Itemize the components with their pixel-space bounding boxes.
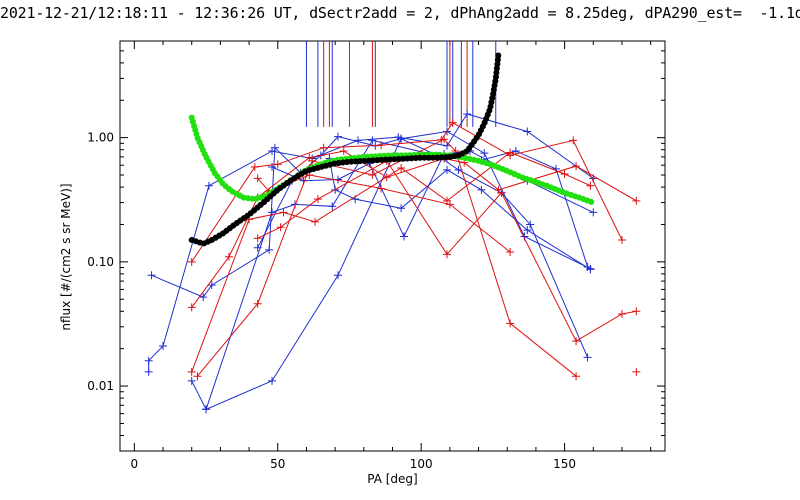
data-point-blue — [552, 164, 560, 173]
data-point-red — [193, 372, 202, 381]
data-point-red — [225, 252, 233, 261]
data-point-blue — [144, 356, 153, 365]
data-point-blue — [187, 376, 196, 385]
data-point-red — [377, 184, 386, 193]
data-point-blue — [526, 220, 535, 229]
data-point-blue — [397, 204, 406, 213]
data-point-blue — [147, 271, 156, 280]
series-line-red-12 — [257, 174, 511, 253]
series-line-red-8 — [191, 150, 637, 308]
data-point-red — [253, 299, 262, 308]
data-point-red — [276, 223, 285, 232]
chart-title: 2021-12-21/12:18:11 - 12:36:26 UT, dSect… — [0, 4, 800, 22]
data-point-blue — [334, 132, 342, 141]
data-point-red — [506, 248, 515, 257]
x-tick-label: 50 — [270, 457, 285, 471]
data-point-red — [617, 235, 626, 244]
series-line-red-10 — [191, 151, 591, 373]
data-point-red — [632, 367, 641, 376]
data-point-blue — [202, 405, 211, 414]
data-point-red — [253, 234, 262, 243]
data-point-blue — [589, 208, 598, 217]
data-point-blue — [268, 376, 277, 385]
data-point-blue — [477, 185, 486, 194]
x-tick-label: 100 — [410, 457, 433, 471]
data-point-blue — [253, 243, 262, 252]
data-point-blue — [265, 245, 274, 254]
data-point-blue — [443, 165, 451, 174]
data-point-blue — [354, 136, 363, 145]
series-line-blue-3 — [191, 130, 591, 410]
data-point-blue — [480, 149, 489, 158]
data-point-blue — [523, 226, 532, 235]
data-point-blue — [334, 271, 342, 280]
x-axis-label: PA [deg] — [367, 472, 418, 486]
data-point-red — [443, 250, 451, 259]
y-tick-label: 0.10 — [87, 255, 114, 269]
data-point-blue — [463, 110, 472, 119]
x-tick-label: 0 — [131, 457, 139, 471]
data-point-red — [308, 156, 317, 165]
series-line-blue-2 — [148, 113, 594, 372]
data-point-red — [506, 148, 515, 157]
data-point-blue — [207, 281, 216, 290]
data-point-blue — [399, 232, 408, 241]
data-point-blue — [368, 136, 377, 145]
data-point-blue — [443, 141, 451, 150]
data-point-red — [632, 196, 641, 205]
data-point-blue — [328, 202, 337, 211]
data-point-blue — [583, 353, 592, 362]
data-point-red — [586, 181, 595, 190]
y-tick-label: 1.00 — [87, 131, 114, 145]
series-line-blue-1 — [151, 136, 589, 358]
x-tick-label: 150 — [553, 457, 576, 471]
data-point-blue — [397, 134, 406, 143]
data-point-red — [187, 303, 196, 312]
data-point-red — [250, 163, 259, 172]
data-point-red — [319, 143, 328, 152]
data-point-blue — [204, 181, 213, 190]
data-point-blue — [199, 293, 208, 302]
data-point-blue — [268, 163, 277, 172]
data-point-red — [313, 195, 322, 204]
data-point-red — [368, 171, 377, 180]
data-point-red — [279, 208, 288, 217]
data-point-red — [560, 169, 569, 178]
y-tick-label: 0.01 — [87, 379, 114, 393]
model-curve-green — [188, 114, 597, 206]
data-point-red — [311, 217, 320, 226]
data-point-red — [187, 367, 196, 376]
model-curve-black — [188, 50, 502, 247]
data-point-red — [506, 319, 515, 328]
data-point-red — [440, 135, 449, 144]
data-point-blue — [159, 342, 168, 351]
data-point-red — [273, 160, 282, 169]
data-point-blue — [268, 147, 277, 156]
data-point-blue — [144, 367, 153, 376]
data-point-blue — [523, 127, 532, 136]
data-point-red — [497, 188, 506, 197]
data-point-red — [253, 174, 262, 183]
y-axis-label: nflux [#/(cm2 s sr MeV)] — [59, 183, 73, 331]
data-point-red — [572, 162, 581, 171]
data-point-blue — [586, 265, 595, 274]
data-point-red — [445, 200, 454, 209]
series-line-red-7 — [191, 122, 623, 263]
data-point-red — [377, 141, 386, 150]
data-point-red — [572, 337, 581, 346]
data-point-red — [397, 163, 406, 172]
series-line-blue-4 — [205, 139, 589, 410]
data-point-red — [632, 307, 641, 316]
data-point-red — [572, 372, 581, 381]
data-point-red — [448, 118, 457, 127]
data-point-red — [617, 310, 626, 319]
data-point-red — [187, 257, 196, 266]
data-point-red — [339, 147, 348, 156]
data-point-red — [569, 136, 578, 145]
